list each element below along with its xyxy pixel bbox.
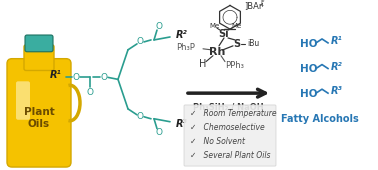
Text: Si: Si xyxy=(219,29,229,39)
Text: Me: Me xyxy=(209,23,219,29)
Text: R³: R³ xyxy=(331,86,343,96)
Text: O: O xyxy=(73,73,79,82)
Text: R²: R² xyxy=(176,30,188,40)
FancyBboxPatch shape xyxy=(25,35,53,52)
FancyBboxPatch shape xyxy=(16,81,30,120)
Text: ✓   Several Plant Oils: ✓ Several Plant Oils xyxy=(190,151,271,160)
Text: ✓   Room Temperature: ✓ Room Temperature xyxy=(190,109,277,118)
Text: Me: Me xyxy=(231,23,241,29)
Text: ✓   No Solvent: ✓ No Solvent xyxy=(190,137,245,146)
Text: R²: R² xyxy=(331,62,343,72)
Text: H: H xyxy=(199,59,207,69)
FancyBboxPatch shape xyxy=(184,105,276,166)
Text: Plant
Oils: Plant Oils xyxy=(23,107,54,129)
Text: PPh₃: PPh₃ xyxy=(225,61,244,70)
Text: HO: HO xyxy=(300,39,318,49)
Text: Ph₃P: Ph₃P xyxy=(176,43,195,52)
Text: O: O xyxy=(87,88,93,97)
FancyBboxPatch shape xyxy=(24,45,54,71)
Text: ]BAr: ]BAr xyxy=(244,1,262,10)
Text: HO: HO xyxy=(300,64,318,74)
Text: 4: 4 xyxy=(260,3,264,8)
Text: S: S xyxy=(234,39,240,49)
Text: O: O xyxy=(101,73,107,82)
Text: ✓   Chemoselective: ✓ Chemoselective xyxy=(190,123,265,132)
Text: R³: R³ xyxy=(176,119,188,129)
Text: O: O xyxy=(136,37,144,46)
Text: O: O xyxy=(136,112,144,121)
Text: Rh: Rh xyxy=(209,47,225,57)
Text: Ph₃SiH₂ / NaOH: Ph₃SiH₂ / NaOH xyxy=(193,103,264,112)
Text: O: O xyxy=(155,128,163,137)
Text: O: O xyxy=(155,22,163,31)
Text: HO: HO xyxy=(300,89,318,99)
FancyBboxPatch shape xyxy=(7,59,71,167)
Text: R¹: R¹ xyxy=(331,36,343,46)
Text: iBu: iBu xyxy=(247,39,259,48)
Text: Fatty Alcohols: Fatty Alcohols xyxy=(281,114,359,124)
Text: R¹: R¹ xyxy=(50,70,62,80)
Text: F: F xyxy=(260,0,263,5)
